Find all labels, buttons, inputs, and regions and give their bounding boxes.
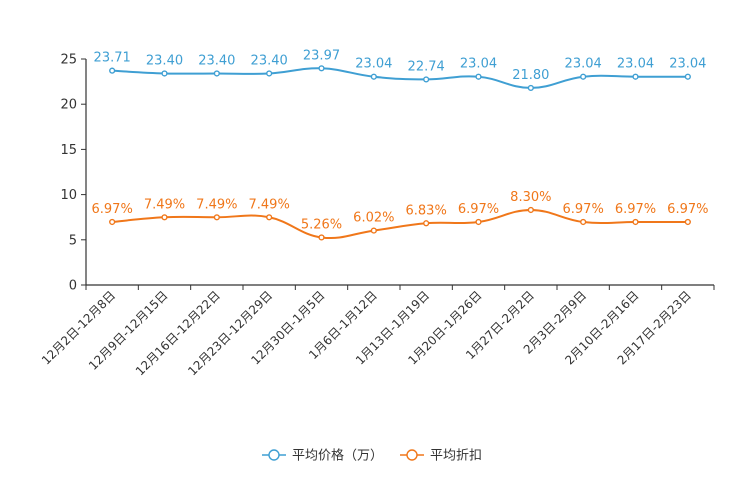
y-axis: 0 5 10 15 20 25 — [60, 53, 87, 294]
data-label: 6.02% — [353, 211, 394, 226]
legend-label: 平均折扣 — [430, 449, 482, 464]
data-label: 7.49% — [144, 197, 185, 212]
data-label: 6.97% — [615, 202, 656, 217]
data-label: 5.26% — [301, 217, 342, 232]
legend-item-0: 平均价格（万） — [262, 448, 383, 464]
legend-item-1: 平均折扣 — [400, 449, 482, 464]
legend-marker-icon — [268, 449, 280, 461]
data-point — [370, 73, 377, 80]
data-label: 23.40 — [198, 53, 235, 68]
data-point — [580, 73, 587, 80]
data-point — [370, 227, 377, 234]
data-label: 23.40 — [251, 53, 288, 68]
data-label: 7.49% — [196, 197, 237, 212]
data-point — [213, 70, 220, 77]
data-point — [109, 218, 116, 226]
data-label: 6.97% — [458, 202, 499, 217]
data-label: 6.83% — [406, 203, 447, 218]
data-label: 6.97% — [667, 202, 708, 217]
data-label: 22.74 — [408, 59, 445, 74]
data-point — [632, 73, 639, 80]
data-label: 23.04 — [669, 57, 706, 72]
data-point — [109, 67, 116, 74]
data-point — [266, 214, 273, 221]
y-tick-label: 25 — [60, 53, 77, 68]
legend-label: 平均价格（万） — [292, 448, 383, 464]
data-point — [423, 220, 430, 227]
y-tick-label: 20 — [60, 98, 77, 113]
y-tick-label: 5 — [69, 233, 77, 248]
data-point — [266, 70, 273, 77]
data-label: 23.71 — [94, 51, 131, 66]
data-point — [475, 218, 482, 226]
data-point — [318, 65, 325, 72]
y-tick-label: 10 — [60, 188, 77, 203]
data-labels: 23.71 23.40 23.40 23.40 23.97 23.04 22.74 23.04… — [92, 48, 709, 232]
data-point — [632, 218, 639, 226]
data-label: 23.04 — [355, 57, 392, 72]
data-label: 6.97% — [563, 202, 604, 217]
data-point — [684, 73, 691, 80]
data-point — [527, 84, 534, 92]
data-point — [527, 206, 534, 214]
legend-marker-icon — [406, 449, 418, 461]
data-point — [213, 214, 220, 221]
data-point — [423, 76, 430, 83]
legend: 平均价格（万） 平均折扣 — [262, 448, 482, 464]
data-point — [318, 234, 325, 241]
series-layer — [109, 65, 691, 241]
data-point — [161, 70, 168, 77]
data-label: 23.40 — [146, 53, 183, 68]
data-label: 23.04 — [617, 57, 654, 72]
data-point — [580, 218, 587, 226]
series-line-1 — [112, 208, 688, 240]
y-tick-label: 15 — [60, 143, 77, 158]
data-label: 6.97% — [92, 202, 133, 217]
data-label: 23.04 — [460, 57, 497, 72]
series-line-0 — [112, 67, 688, 89]
data-point — [684, 218, 691, 226]
y-tick-label: 0 — [69, 279, 77, 294]
data-label: 8.30% — [510, 190, 551, 205]
x-axis: 12月2日-12月8日12月9日-12月15日12月16日-12月22日12月2… — [39, 284, 715, 378]
data-label: 21.80 — [512, 68, 549, 83]
data-point — [475, 73, 482, 80]
data-label: 7.49% — [249, 197, 290, 212]
data-label: 23.97 — [303, 48, 340, 63]
data-label: 23.04 — [565, 57, 602, 72]
data-point — [161, 214, 168, 221]
